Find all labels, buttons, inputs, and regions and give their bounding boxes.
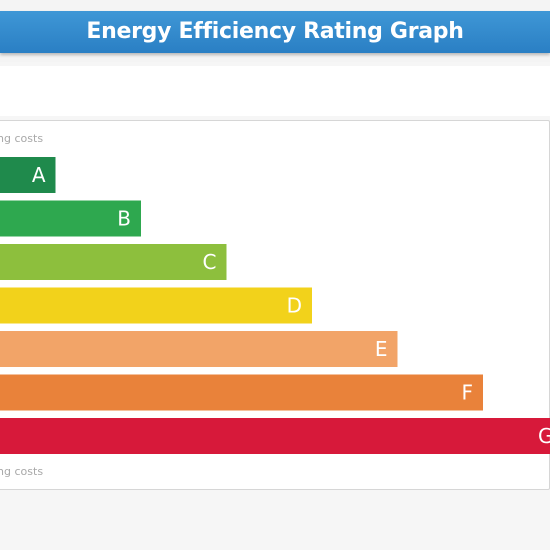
bottom-area: [0, 492, 550, 550]
rating-bar-c: [0, 244, 227, 280]
rating-label-g: G: [538, 424, 550, 448]
header-bar: [0, 11, 550, 53]
rating-label-a: A: [32, 163, 46, 187]
rating-label-f: F: [461, 381, 473, 405]
page-title: Energy Efficiency Rating Graph: [86, 19, 464, 44]
rating-label-b: B: [117, 207, 131, 231]
rating-label-d: D: [287, 294, 302, 318]
rating-bar-d: [0, 287, 312, 324]
top-cost-label: ing costs: [0, 132, 44, 145]
rating-label-c: C: [203, 250, 217, 274]
bottom-cost-label: ing costs: [0, 465, 44, 478]
rating-bar-b: [0, 200, 141, 237]
rating-bar-a: [0, 157, 56, 193]
rating-label-e: E: [375, 337, 388, 361]
rating-bar-g: [0, 418, 550, 454]
header: Energy Efficiency Rating Graph: [0, 0, 550, 62]
top-panel: [0, 66, 550, 116]
rating-bar-e: [0, 331, 398, 367]
rating-bar-f: [0, 374, 483, 411]
